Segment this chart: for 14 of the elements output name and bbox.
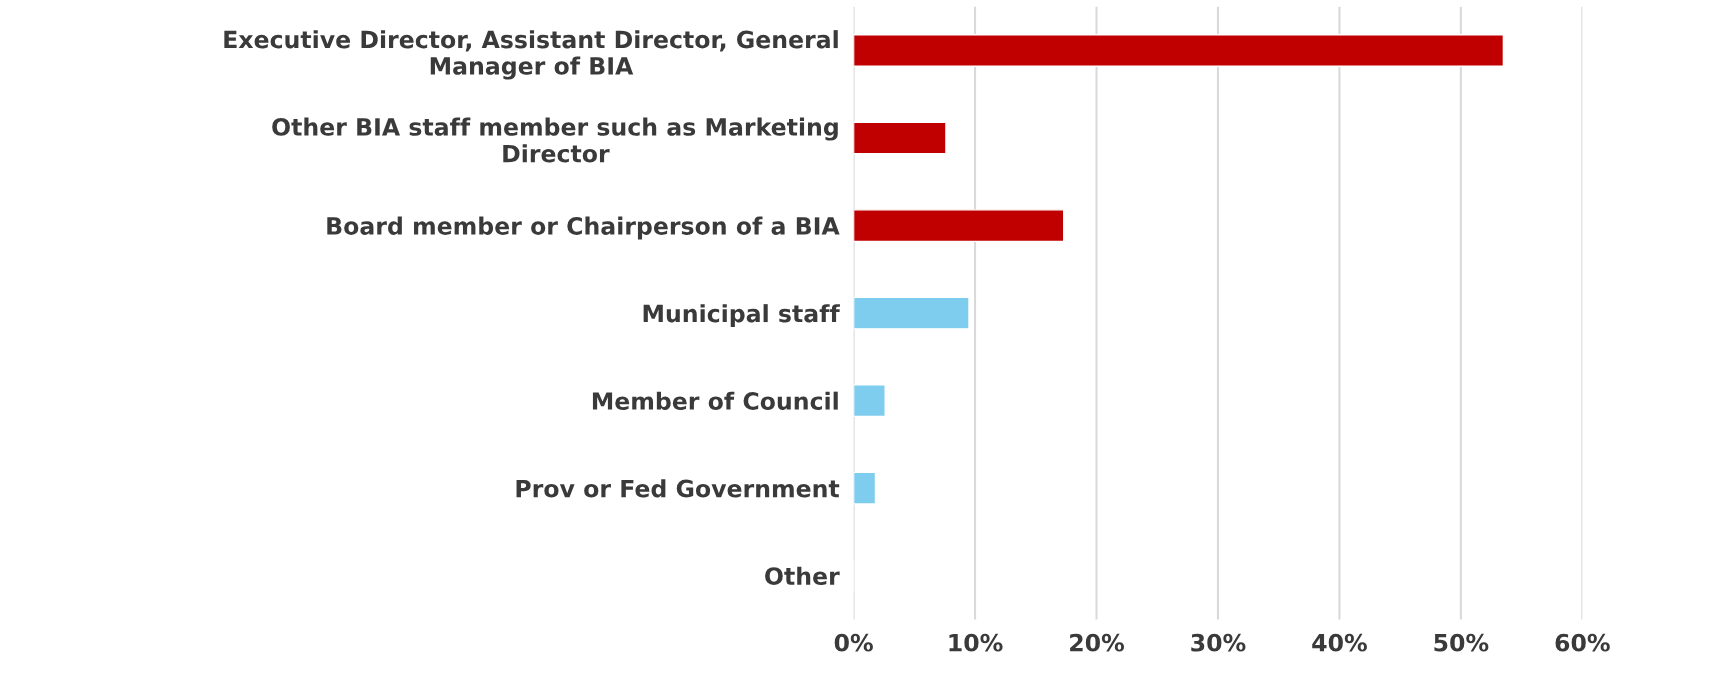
x-tick-label: 20% (1070, 633, 1125, 652)
x-tick-label: 30% (1191, 633, 1246, 652)
x-tick-label: 0% (834, 633, 873, 652)
y-tick-label: Prov or Fed Government (516, 479, 840, 498)
y-tick-label: Member of Council (592, 391, 838, 410)
y-tick-label: Municipal staff (643, 304, 840, 327)
y-tick-label: Other (765, 566, 840, 585)
x-tick-label: 50% (1434, 633, 1489, 652)
x-tick-label: 40% (1312, 633, 1367, 652)
y-tick-label: Executive Director, Assistant Director, General Manager of BIA (224, 30, 838, 80)
x-tick-label: 60% (1555, 633, 1610, 652)
x-tick-label: 10% (949, 633, 1003, 652)
y-tick-label: Board member or Chairperson of a BIA (327, 216, 840, 240)
y-tick-label: Other BIA staff member such as Marketing Director (272, 117, 838, 163)
